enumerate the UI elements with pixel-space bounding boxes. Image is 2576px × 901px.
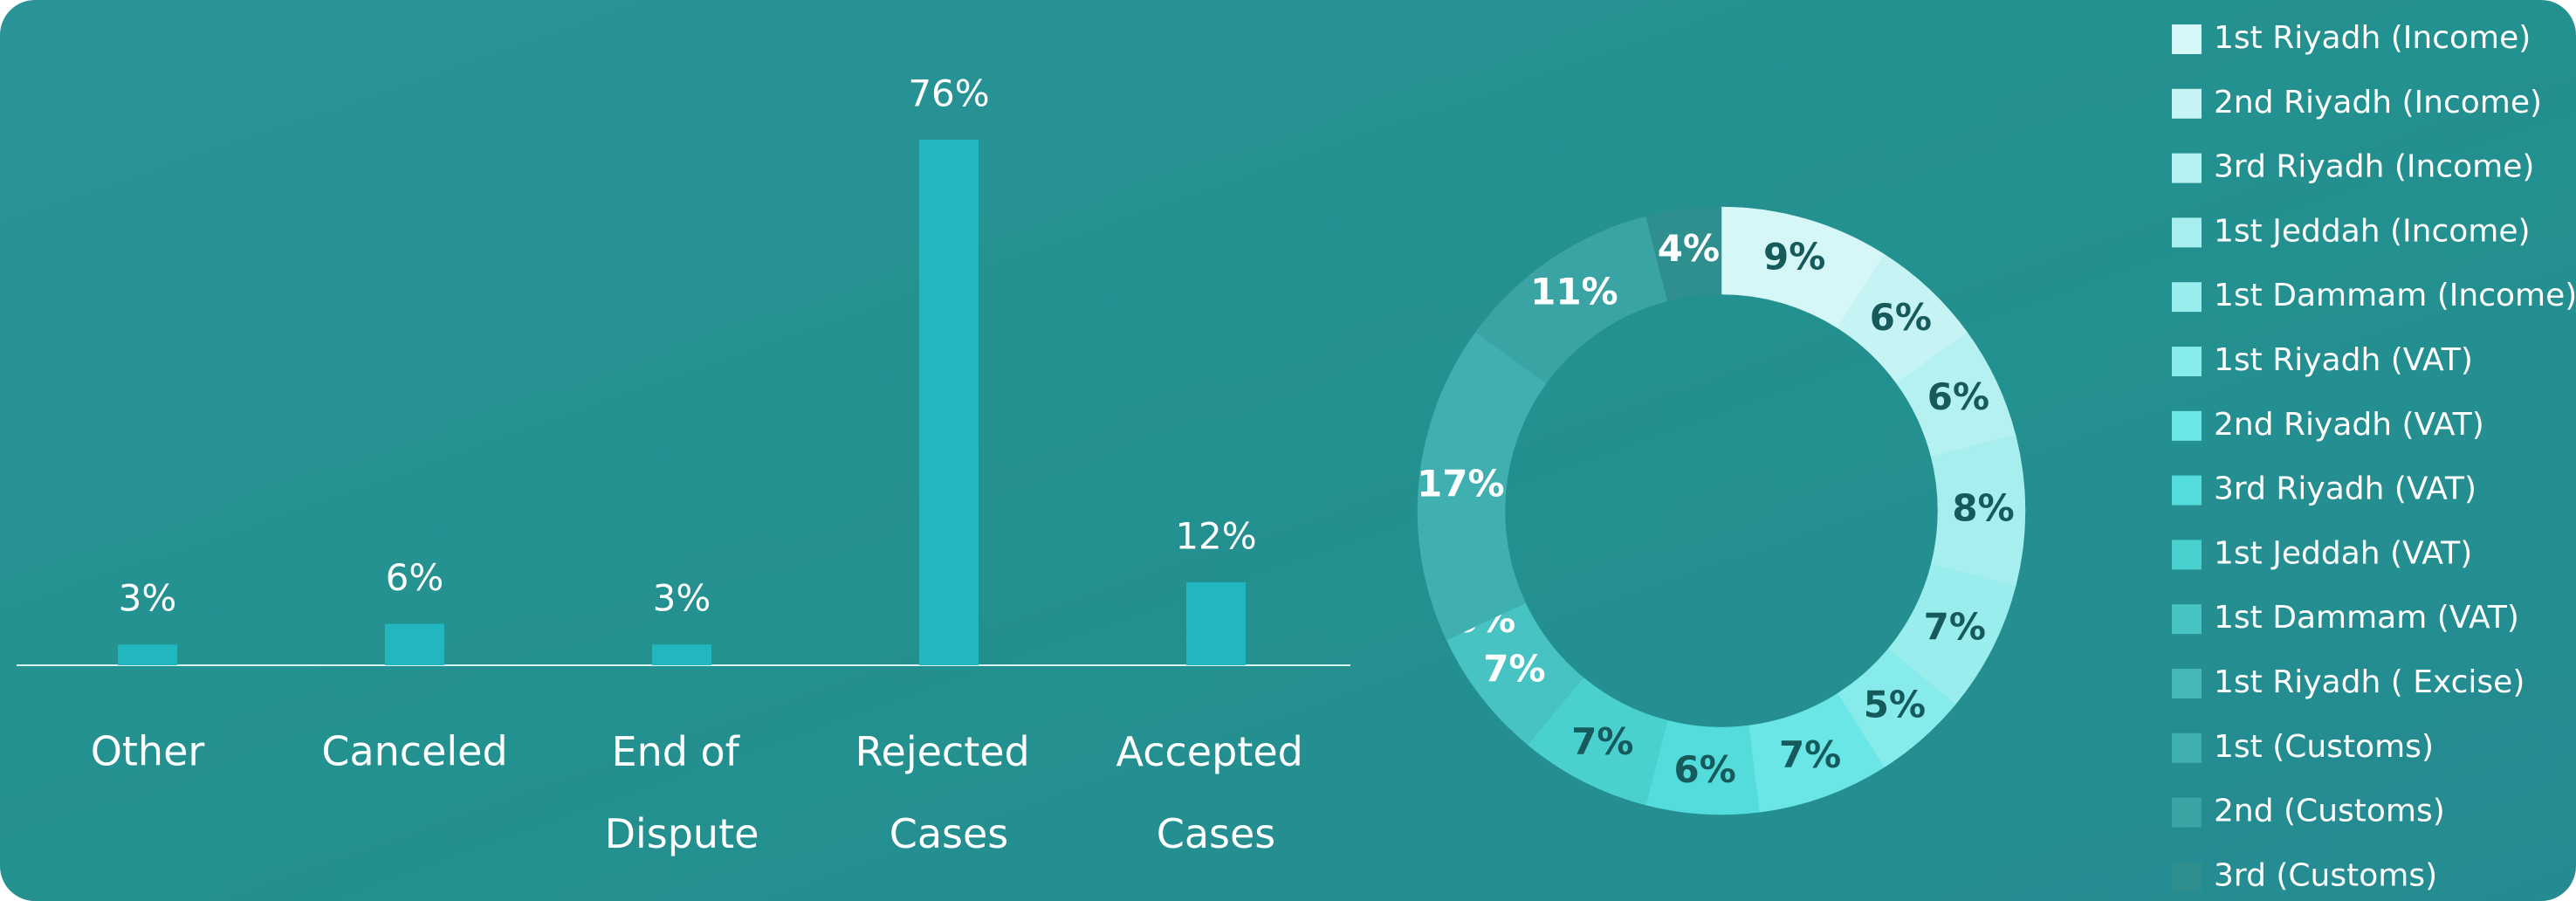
legend-label: 2nd Riyadh (VAT) (2214, 407, 2484, 443)
slice-label: 8% (1952, 487, 2014, 530)
bar-value-label: 12% (1175, 514, 1256, 557)
bar-value-label: 76% (908, 72, 989, 115)
category-label: Canceled (321, 728, 507, 775)
legend-label: 1st Jeddah (VAT) (2214, 535, 2472, 571)
bar (1186, 581, 1246, 665)
bar (919, 140, 979, 665)
donut-slice (1645, 206, 1722, 302)
legend-label: 1st Dammam (VAT) (2214, 600, 2519, 636)
legend-swatch (2172, 604, 2202, 635)
legend-label: 3rd Riyadh (Income) (2214, 149, 2534, 185)
legend-label: 1st Riyadh (Income) (2214, 20, 2531, 56)
legend-label: 1st Riyadh ( Excise) (2214, 664, 2524, 700)
bar (652, 644, 711, 665)
slice-label: 6% (1870, 296, 1932, 339)
legend-swatch (2172, 797, 2202, 828)
legend-swatch (2172, 153, 2202, 183)
bar-value-label: 6% (386, 556, 444, 599)
category-label: Accepted Cases (1116, 728, 1316, 857)
legend-swatch (2172, 475, 2202, 506)
legend-swatch (2172, 862, 2202, 892)
bar-value-label: 3% (119, 577, 177, 620)
bar-value-label: 3% (653, 577, 711, 620)
category-label: Rejected Cases (855, 728, 1043, 857)
legend-label: 2nd Riyadh (Income) (2214, 85, 2542, 120)
category-label: End of Dispute (605, 728, 759, 857)
legend-label: 3rd Riyadh (VAT) (2214, 471, 2476, 507)
legend-label: 3rd (Customs) (2214, 857, 2437, 893)
legend-swatch (2172, 410, 2202, 441)
legend-swatch (2172, 732, 2202, 763)
legend-swatch (2172, 669, 2202, 698)
legend-label: 1st Jeddah (Income) (2214, 213, 2531, 249)
bar (385, 623, 444, 665)
slice-label: 7% (1483, 647, 1545, 690)
bar (118, 644, 177, 665)
slice-label: 11% (1530, 270, 1618, 313)
legend-label: 1st Dammam (Income) (2214, 278, 2576, 313)
slice-label: 17% (1417, 462, 1505, 505)
legend-swatch (2172, 217, 2202, 248)
legend-label: 1st (Customs) (2214, 729, 2434, 765)
slice-label: 7% (1779, 733, 1841, 776)
slice-label: 7% (1924, 606, 1986, 649)
legend-label: 1st Riyadh (VAT) (2214, 342, 2473, 378)
legend-swatch (2172, 540, 2202, 570)
legend-label: 2nd (Customs) (2214, 794, 2445, 829)
legend-swatch (2172, 282, 2202, 313)
legend-swatch (2172, 347, 2202, 376)
slice-label: 6% (1927, 375, 1989, 418)
slice-label: 5% (1864, 684, 1926, 726)
slice-label: 4% (1658, 227, 1720, 270)
slice-label: 9% (1763, 235, 1825, 278)
slice-label: 7% (1571, 720, 1633, 763)
legend-swatch (2172, 88, 2202, 119)
category-label: Other (91, 728, 205, 775)
legend-swatch (2172, 24, 2202, 54)
slice-label: 6% (1674, 748, 1736, 791)
